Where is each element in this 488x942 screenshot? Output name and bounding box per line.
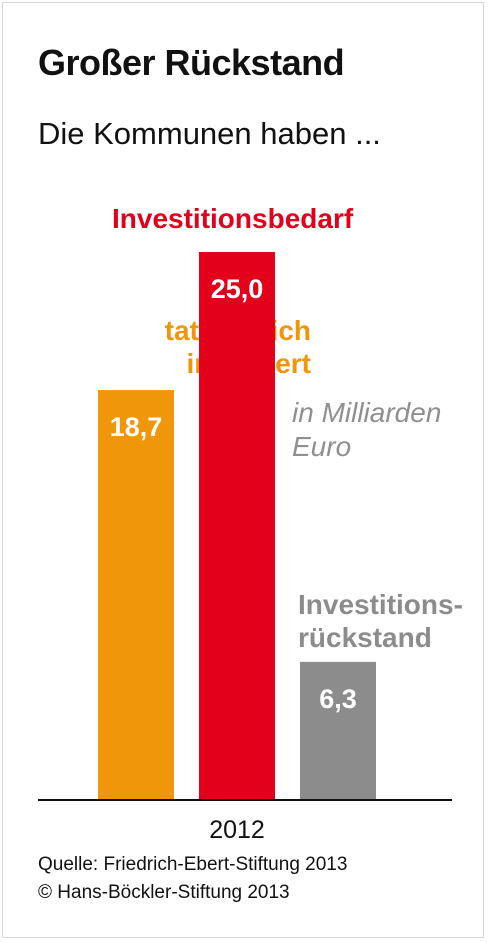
data-label-rueckstand: 6,3 xyxy=(319,684,357,714)
bar-investiert xyxy=(98,390,174,800)
chart-title: Großer Rückstand xyxy=(38,42,345,83)
series-label-bedarf-line1: Investitionsbedarf xyxy=(112,203,354,234)
chart-subtitle: Die Kommunen haben ... xyxy=(38,116,381,151)
series-label-rueckstand-line2: rückstand xyxy=(298,622,432,653)
source-line-1: Quelle: Friedrich-Ebert-Stiftung 2013 xyxy=(38,854,348,875)
bar-bedarf xyxy=(199,252,275,800)
unit-note: in Milliarden Euro xyxy=(292,397,442,462)
source-line-2: © Hans-Böckler-Stiftung 2013 xyxy=(38,882,290,903)
data-label-bedarf: 25,0 xyxy=(211,274,264,304)
bar-rueckstand xyxy=(300,661,376,800)
x-tick-label: 2012 xyxy=(209,816,265,844)
data-label-investiert: 18,7 xyxy=(110,412,163,442)
series-label-rueckstand: Investitions- rückstand xyxy=(298,588,463,654)
series-label-rueckstand-line1: Investitions- xyxy=(298,589,463,620)
series-label-bedarf: Investitionsbedarf xyxy=(112,202,353,235)
